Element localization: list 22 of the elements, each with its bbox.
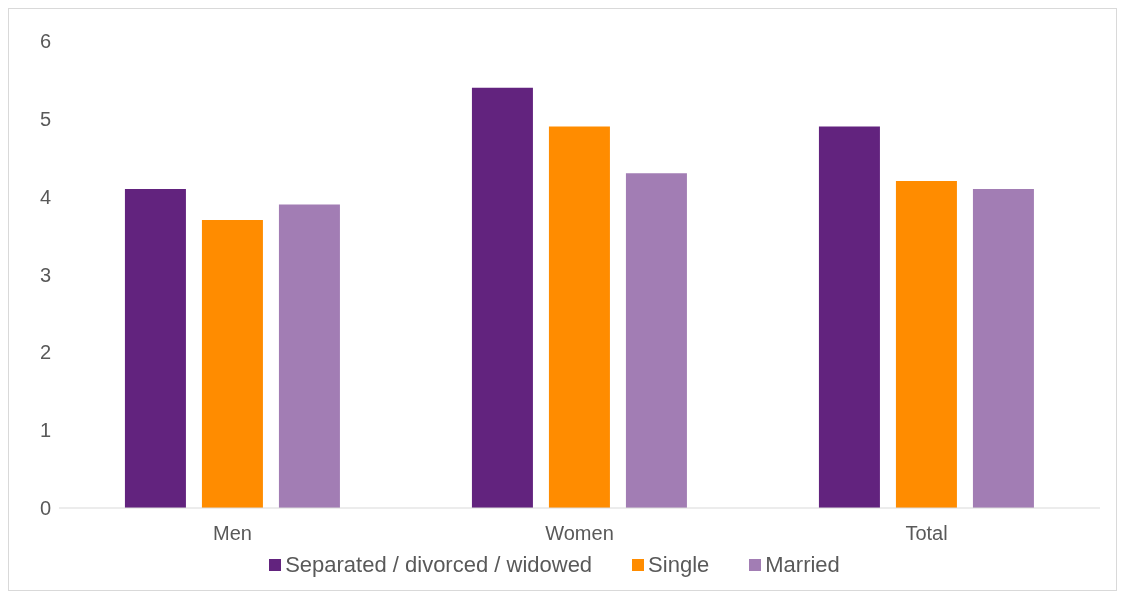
bar <box>895 181 957 508</box>
bar <box>625 173 687 508</box>
y-tick-label: 6 <box>39 30 51 53</box>
y-tick-label: 3 <box>39 263 51 286</box>
y-tick-label: 5 <box>39 107 51 130</box>
x-tick-label: Men <box>213 522 252 545</box>
x-tick-label: Women <box>545 522 614 545</box>
y-tick-label: 4 <box>39 185 51 208</box>
x-tick-label: Total <box>905 522 948 545</box>
bar <box>972 188 1034 508</box>
legend-label: Single <box>647 552 710 578</box>
bar <box>818 126 880 508</box>
bar <box>548 126 610 508</box>
bar <box>201 220 263 508</box>
legend-label: Married <box>764 552 840 578</box>
bar <box>471 87 533 508</box>
bar <box>124 188 186 508</box>
y-tick-label: 1 <box>39 419 51 442</box>
bar <box>278 204 340 508</box>
legend-label: Separated / divorced / widowed <box>284 552 593 578</box>
y-tick-label: 2 <box>39 341 51 364</box>
y-tick-label: 0 <box>39 497 51 520</box>
